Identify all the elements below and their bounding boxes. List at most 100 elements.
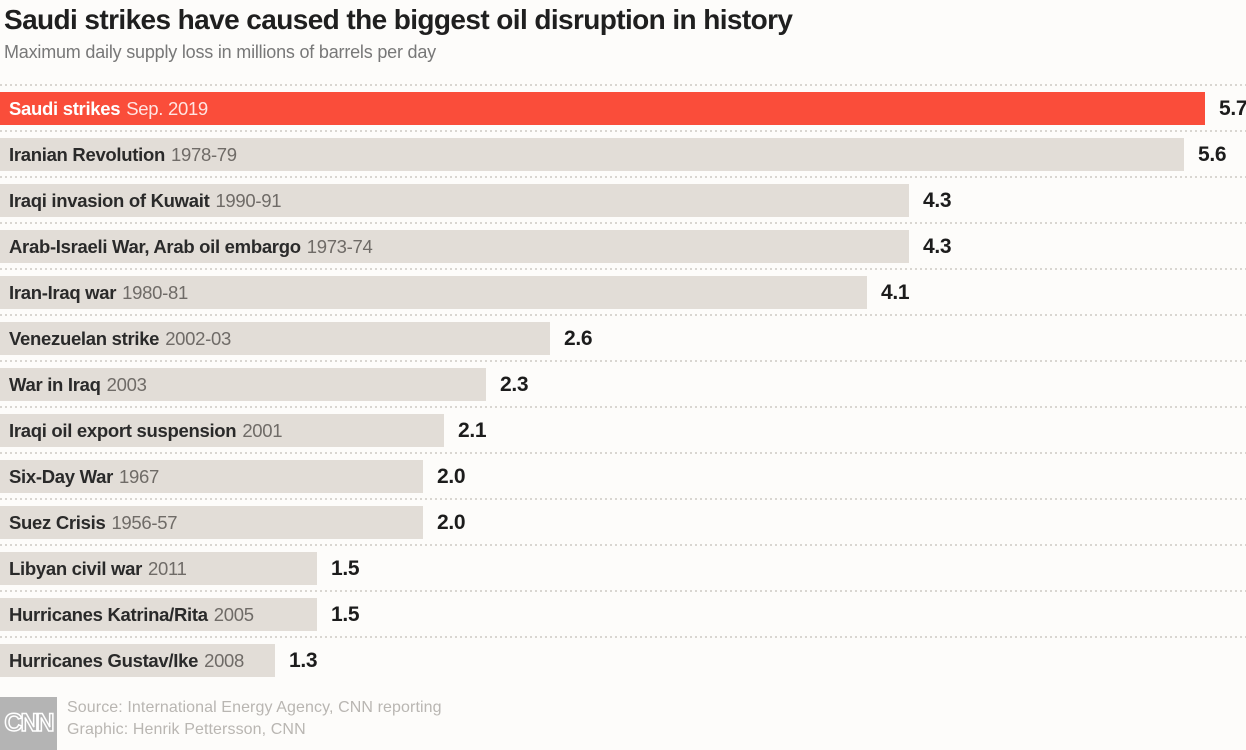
bar-period: 1978-79 [170,143,237,165]
bar-period: 2008 [204,649,245,671]
bar-row: Hurricanes Gustav/Ike 2008 1.3 [0,636,1246,682]
bar-label: Libyan civil war 2011 [0,558,187,580]
dotted-separator [0,84,1246,86]
bar: Libyan civil war 2011 [0,552,317,585]
dotted-separator [0,636,1246,638]
dotted-separator [0,360,1246,362]
bar-value: 1.3 [289,648,318,672]
bar-label: Iranian Revolution 1978-79 [0,144,237,166]
dotted-separator [0,406,1246,408]
bar-value: 1.5 [331,556,360,580]
bar-label: Arab-Israeli War, Arab oil embargo 1973-7… [0,236,373,258]
bar-period: 1967 [118,465,159,487]
bar-row: Six-Day War 1967 2.0 [0,452,1246,498]
bar-value: 2.0 [437,464,466,488]
bar-label: Suez Crisis 1956-57 [0,511,178,534]
bar-event-name: Iraqi oil export suspension [9,419,237,441]
footer: CNN Source: International Energy Agency,… [0,694,1246,750]
bar-chart: Saudi strikes Sep. 2019 5.7 Iranian Revol… [0,84,1246,682]
bar-event-name: Libyan civil war [9,557,142,579]
bar-period: 2011 [147,557,187,579]
dotted-separator [0,544,1246,546]
bar: Iranian Revolution 1978-79 [0,138,1184,171]
bar-row: Suez Crisis 1956-57 2.0 [0,498,1246,544]
bar: Iraqi oil export suspension 2001 [0,414,444,447]
bar-event-name: Hurricanes Gustav/Ike [9,649,199,671]
bar: Hurricanes Gustav/Ike 2008 [0,644,275,677]
dotted-separator [0,130,1246,132]
bar-period: Sep. 2019 [126,97,208,119]
bar-event-name: Iran-Iraq war [9,281,117,303]
bar-row: Iranian Revolution 1978-79 5.6 [0,130,1246,176]
bar-period: 1973-74 [306,235,373,257]
bar-row: Venezuelan strike 2002-03 2.6 [0,314,1246,360]
bar-label: Iraqi invasion of Kuwait 1990-91 [0,189,282,212]
bar: War in Iraq 2003 [0,368,486,401]
bar-value: 4.3 [923,188,952,212]
dotted-separator [0,268,1246,270]
bar-label: Hurricanes Katrina/Rita 2005 [0,604,254,626]
dotted-separator [0,452,1246,454]
bar-row: Libyan civil war 2011 1.5 [0,544,1246,590]
bar-row: Arab-Israeli War, Arab oil embargo 1973-7… [0,222,1246,268]
bar-event-name: Hurricanes Katrina/Rita [9,603,208,625]
bar: Iraqi invasion of Kuwait 1990-91 [0,184,909,217]
bar-value: 2.3 [500,372,529,396]
bar-label: Iran-Iraq war 1980-81 [0,282,188,304]
bar-row: Iraqi oil export suspension 2001 2.1 [0,406,1246,452]
bar-label: Six-Day War 1967 [0,466,159,488]
bar-row: Saudi strikes Sep. 2019 5.7 [0,84,1246,130]
bar-event-name: Six-Day War [9,465,113,487]
cnn-logo-text: CNN [4,708,56,738]
bar-row: Iraqi invasion of Kuwait 1990-91 4.3 [0,176,1246,222]
bar-value: 2.6 [564,326,593,350]
chart-title: Saudi strikes have caused the biggest oi… [4,4,793,35]
bar-label: War in Iraq 2003 [0,374,147,396]
bar: Arab-Israeli War, Arab oil embargo 1973-7… [0,230,909,263]
bar-row: Iran-Iraq war 1980-81 4.1 [0,268,1246,314]
bar-event-name: Arab-Israeli War, Arab oil embargo [9,235,301,257]
bar-event-name: Iraqi invasion of Kuwait [9,189,210,211]
bar: Venezuelan strike 2002-03 [0,322,550,355]
bar-period: 1956-57 [111,511,178,533]
bar-value: 1.5 [331,602,360,626]
graphic-line: Graphic: Henrik Pettersson, CNN [67,721,306,738]
dotted-separator [0,590,1246,592]
bar-event-name: Iranian Revolution [9,143,165,165]
bar-period: 1980-81 [122,281,188,303]
bar: Hurricanes Katrina/Rita 2005 [0,598,317,631]
bar-value: 5.6 [1198,142,1227,166]
bar-event-name: War in Iraq [9,373,101,395]
bar-event-name: Saudi strikes [9,97,121,119]
bar-value: 2.1 [458,418,487,442]
credits: Source: International Energy Agency, CNN… [67,697,442,741]
bar-period: 2003 [106,373,147,395]
bar-label: Hurricanes Gustav/Ike 2008 [0,650,244,672]
bar-event-name: Suez Crisis [9,511,106,533]
bar-row: War in Iraq 2003 2.3 [0,360,1246,406]
bar: Saudi strikes Sep. 2019 [0,92,1205,125]
bar-period: 2001 [242,419,283,441]
bar-value: 2.0 [437,510,466,534]
source-line: Source: International Energy Agency, CNN… [67,699,442,716]
bar: Suez Crisis 1956-57 [0,506,423,539]
bar-label: Venezuelan strike 2002-03 [0,328,231,350]
bar: Iran-Iraq war 1980-81 [0,276,867,309]
bar: Six-Day War 1967 [0,460,423,493]
bar-value: 5.7 [1219,96,1246,120]
bar-label: Saudi strikes Sep. 2019 [0,98,208,120]
bar-period: 2002-03 [165,327,231,349]
bar-value: 4.1 [881,280,910,304]
bar-label: Iraqi oil export suspension 2001 [0,419,283,442]
bar-row: Hurricanes Katrina/Rita 2005 1.5 [0,590,1246,636]
bar-period: 2005 [213,603,254,625]
dotted-separator [0,176,1246,178]
bar-event-name: Venezuelan strike [9,327,160,349]
dotted-separator [0,314,1246,316]
cnn-logo: CNN [0,697,57,750]
dotted-separator [0,222,1246,224]
bar-period: 1990-91 [215,189,282,211]
dotted-separator [0,498,1246,500]
chart-subtitle: Maximum daily supply loss in millions of… [4,42,436,62]
